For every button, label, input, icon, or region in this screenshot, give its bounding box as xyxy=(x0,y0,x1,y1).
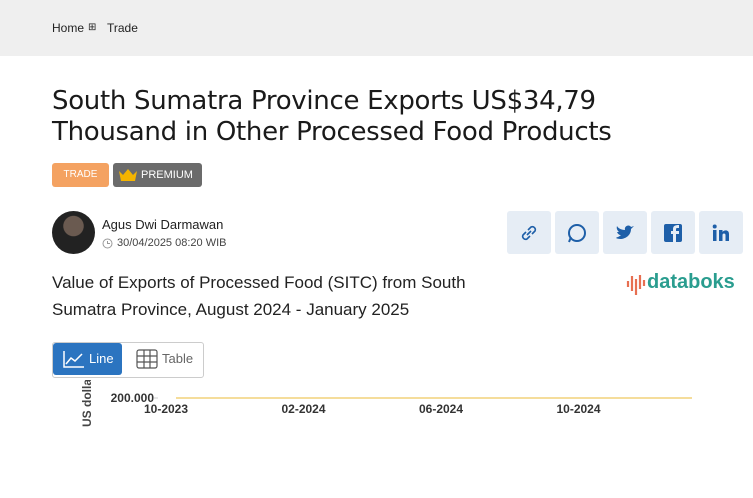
x-tick-label: 10-2024 xyxy=(556,402,600,416)
publish-date: 30/04/2025 08:20 WIB xyxy=(117,237,227,249)
share-whatsapp[interactable] xyxy=(555,211,599,254)
share-facebook[interactable] xyxy=(651,211,695,254)
linkedin-icon xyxy=(712,224,729,241)
author-name[interactable]: Agus Dwi Darmawan xyxy=(102,217,224,232)
whatsapp-icon xyxy=(568,224,586,243)
brand-icon xyxy=(626,275,646,295)
facebook-icon xyxy=(664,224,682,242)
article-title: South Sumatra Province Exports US$34,79 … xyxy=(52,86,612,147)
button-label: Table xyxy=(162,351,194,366)
view-table-button[interactable]: Table xyxy=(134,343,202,375)
tag[interactable]: PREMIUM xyxy=(113,163,202,187)
y-axis-label: US dolla xyxy=(80,380,94,427)
tag[interactable]: TRADE xyxy=(52,163,109,187)
brand-name: databoks xyxy=(647,271,735,293)
y-tick-label: 200.000 xyxy=(111,391,155,405)
top-bar xyxy=(0,0,753,56)
clock-icon xyxy=(102,238,113,249)
share-linkedin[interactable] xyxy=(699,211,743,254)
share-twitter[interactable] xyxy=(603,211,647,254)
view-toggle xyxy=(52,342,204,378)
link-icon xyxy=(521,225,537,241)
crown-icon xyxy=(119,169,137,181)
breadcrumb-separator: ⊞ xyxy=(88,22,97,33)
author-avatar xyxy=(52,211,95,254)
line-icon xyxy=(63,351,84,368)
chart-heading: Value of Exports of Processed Food (SITC… xyxy=(52,273,466,319)
x-tick-label: 10-2023 xyxy=(144,402,188,416)
twitter-icon xyxy=(616,225,634,239)
table-icon xyxy=(136,349,158,369)
share-link[interactable] xyxy=(507,211,551,254)
view-line-button[interactable]: Line xyxy=(53,343,122,375)
tag-label: PREMIUM xyxy=(141,169,193,181)
breadcrumb-link[interactable]: Home xyxy=(52,21,85,35)
x-tick-label: 06-2024 xyxy=(419,402,463,416)
button-label: Line xyxy=(89,351,114,366)
breadcrumb-link[interactable]: Trade xyxy=(107,21,138,35)
x-tick-label: 02-2024 xyxy=(281,402,325,416)
